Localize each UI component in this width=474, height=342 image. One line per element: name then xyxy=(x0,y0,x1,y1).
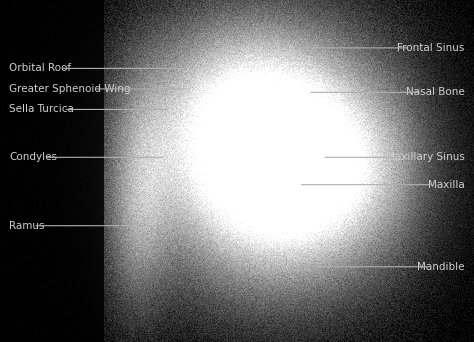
Text: Nasal Bone: Nasal Bone xyxy=(406,87,465,97)
Text: Frontal Sinus: Frontal Sinus xyxy=(397,43,465,53)
Text: Sella Turcica: Sella Turcica xyxy=(9,104,74,115)
Text: Ramus: Ramus xyxy=(9,221,45,231)
Text: Mandible: Mandible xyxy=(417,262,465,272)
Text: Greater Sphenoid Wing: Greater Sphenoid Wing xyxy=(9,84,131,94)
Text: Maxillary Sinus: Maxillary Sinus xyxy=(386,152,465,162)
Text: Condyles: Condyles xyxy=(9,152,57,162)
Text: Maxilla: Maxilla xyxy=(428,180,465,190)
Text: Orbital Roof: Orbital Roof xyxy=(9,63,72,74)
